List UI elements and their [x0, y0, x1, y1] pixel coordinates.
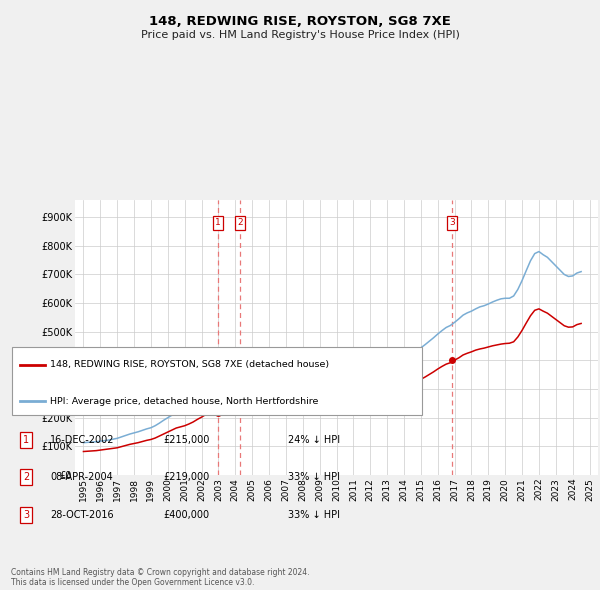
Text: 1: 1 — [215, 218, 221, 227]
Text: 3: 3 — [23, 510, 29, 520]
Text: 33% ↓ HPI: 33% ↓ HPI — [288, 472, 340, 482]
Text: 3: 3 — [449, 218, 455, 227]
Text: 2: 2 — [23, 472, 29, 482]
Text: 148, REDWING RISE, ROYSTON, SG8 7XE: 148, REDWING RISE, ROYSTON, SG8 7XE — [149, 15, 451, 28]
Text: 16-DEC-2002: 16-DEC-2002 — [50, 435, 115, 445]
Text: HPI: Average price, detached house, North Hertfordshire: HPI: Average price, detached house, Nort… — [50, 396, 319, 405]
Text: £400,000: £400,000 — [163, 510, 209, 520]
Text: 08-APR-2004: 08-APR-2004 — [50, 472, 113, 482]
Text: 33% ↓ HPI: 33% ↓ HPI — [288, 510, 340, 520]
Text: £215,000: £215,000 — [163, 435, 209, 445]
Bar — [12, 347, 422, 415]
Text: 1: 1 — [23, 435, 29, 445]
Text: Contains HM Land Registry data © Crown copyright and database right 2024.
This d: Contains HM Land Registry data © Crown c… — [11, 568, 310, 587]
Text: 24% ↓ HPI: 24% ↓ HPI — [288, 435, 340, 445]
Text: Price paid vs. HM Land Registry's House Price Index (HPI): Price paid vs. HM Land Registry's House … — [140, 30, 460, 40]
Text: 28-OCT-2016: 28-OCT-2016 — [50, 510, 113, 520]
Text: £219,000: £219,000 — [163, 472, 209, 482]
Text: 148, REDWING RISE, ROYSTON, SG8 7XE (detached house): 148, REDWING RISE, ROYSTON, SG8 7XE (det… — [50, 360, 329, 369]
Text: 2: 2 — [237, 218, 242, 227]
